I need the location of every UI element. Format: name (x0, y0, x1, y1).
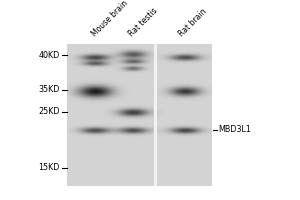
Text: Rat brain: Rat brain (177, 7, 208, 38)
Text: 40KD: 40KD (39, 50, 60, 60)
Text: Mouse brain: Mouse brain (90, 0, 129, 38)
Text: MBD3L1: MBD3L1 (218, 126, 251, 134)
Text: 25KD: 25KD (38, 108, 60, 116)
Text: 15KD: 15KD (39, 164, 60, 172)
Text: Rat testis: Rat testis (127, 6, 159, 38)
Text: 35KD: 35KD (39, 86, 60, 95)
